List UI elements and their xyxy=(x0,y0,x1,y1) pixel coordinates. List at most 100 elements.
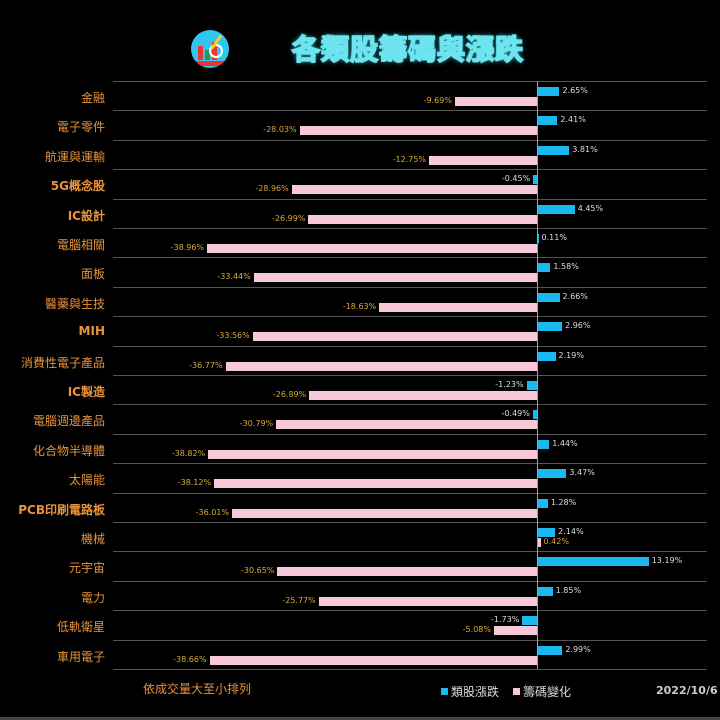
category-label: 面板 xyxy=(80,267,105,282)
gridline xyxy=(113,139,707,141)
chip-value-label: -38.12% xyxy=(177,478,212,488)
price-value-label: 2.14% xyxy=(558,527,584,536)
chip-value-label: -38.66% xyxy=(173,654,207,664)
chip-bar xyxy=(379,302,537,312)
date-label: 2022/10/6 xyxy=(656,684,718,697)
chip-value-label: -9.69% xyxy=(423,96,452,105)
category-label: IC製造 xyxy=(67,385,105,399)
price-value-label: -1.73% xyxy=(491,615,520,625)
gridline xyxy=(113,375,707,376)
price-value-label: 1.58% xyxy=(553,262,579,272)
zero-axis xyxy=(537,81,538,669)
price-value-label: 2.99% xyxy=(565,644,591,654)
category-label: 醫藥與生技 xyxy=(44,296,105,311)
chip-value-label: -33.56% xyxy=(216,331,250,341)
chip-bar xyxy=(207,244,537,253)
price-bar xyxy=(537,87,560,96)
price-bar xyxy=(537,498,548,508)
gridline xyxy=(113,169,707,171)
chip-bar xyxy=(252,332,537,342)
legend-label: 籌碼變化 xyxy=(523,685,572,699)
category-label: MIH xyxy=(78,324,105,339)
price-value-label: -0.45% xyxy=(501,174,531,184)
gridline xyxy=(113,580,707,582)
chip-bar xyxy=(214,479,537,489)
chip-bar xyxy=(225,361,537,371)
chip-bar xyxy=(277,567,537,577)
category-label: 電腦週邊產品 xyxy=(32,414,105,429)
logo xyxy=(191,30,229,68)
category-label: 航運與運輸 xyxy=(44,149,105,164)
gridline xyxy=(113,286,707,288)
price-value-label: 3.47% xyxy=(569,468,595,478)
price-value-label: 2.65% xyxy=(562,86,588,95)
chip-value-label: 0.42% xyxy=(543,537,569,546)
sort-note: 依成交量大至小排列 xyxy=(143,682,252,696)
chip-value-label: -38.82% xyxy=(171,448,206,458)
price-value-label: 1.28% xyxy=(550,497,577,507)
legend-label: 類股漲跌 xyxy=(451,685,500,699)
price-bar xyxy=(537,645,563,655)
chip-value-label: -33.44% xyxy=(217,272,251,282)
price-value-label: 2.66% xyxy=(562,291,588,301)
chip-bar xyxy=(208,449,537,459)
category-label: 機械 xyxy=(80,532,105,546)
price-value-label: 3.81% xyxy=(572,144,598,154)
gridline xyxy=(113,404,707,406)
price-bar xyxy=(537,528,556,537)
price-value-label: 1.44% xyxy=(552,438,578,448)
gridline xyxy=(113,551,707,553)
price-value-label: 13.19% xyxy=(651,556,683,566)
chip-value-label: -12.75% xyxy=(392,154,427,164)
chip-bar xyxy=(253,273,537,283)
chip-value-label: -25.77% xyxy=(282,595,316,605)
chip-value-label: -30.79% xyxy=(239,419,274,429)
gridline xyxy=(113,610,707,612)
price-value-label: 0.11% xyxy=(541,233,567,242)
price-bar xyxy=(526,381,537,390)
chip-value-label: -18.63% xyxy=(342,301,377,311)
price-bar xyxy=(537,586,553,596)
legend-swatch-pink xyxy=(513,688,521,695)
gridline xyxy=(113,257,707,259)
legend: 類股漲跌 籌碼變化 xyxy=(441,683,585,700)
chip-value-label: -36.01% xyxy=(195,507,229,517)
gridline xyxy=(113,198,707,200)
chip-bar xyxy=(231,508,537,518)
gridline xyxy=(113,433,707,435)
chip-bar xyxy=(308,214,537,224)
chip-bar xyxy=(454,97,537,106)
gridline xyxy=(113,522,707,523)
category-label: 電力 xyxy=(80,590,105,605)
price-bar xyxy=(532,410,537,420)
category-label: 消費性電子產品 xyxy=(20,355,105,370)
gridline xyxy=(113,639,707,641)
category-label: 電子零件 xyxy=(56,120,105,135)
chip-bar xyxy=(309,391,537,400)
gridline xyxy=(113,110,707,112)
category-label: 低軌衛星 xyxy=(56,620,105,635)
price-bar xyxy=(537,469,567,479)
category-label: 5G概念股 xyxy=(50,179,105,194)
chip-value-label: -5.08% xyxy=(462,625,491,635)
price-bar xyxy=(537,263,551,273)
price-bar xyxy=(537,439,550,449)
price-bar xyxy=(537,145,570,155)
price-value-label: 1.85% xyxy=(555,585,582,595)
price-value-label: 4.45% xyxy=(577,203,604,213)
category-label: 電腦相關 xyxy=(56,238,105,252)
price-value-label: 2.41% xyxy=(560,115,586,125)
price-value-label: 2.96% xyxy=(565,321,591,331)
price-bar xyxy=(522,616,537,626)
chip-bar xyxy=(537,538,541,547)
gridline xyxy=(113,228,707,229)
gridline xyxy=(113,669,707,670)
category-label: IC設計 xyxy=(67,208,105,223)
chip-value-label: -26.99% xyxy=(272,213,306,223)
price-value-label: 2.19% xyxy=(558,350,584,360)
gridline xyxy=(113,81,707,82)
gridline xyxy=(113,463,707,465)
bottom-divider xyxy=(0,717,720,720)
gridline xyxy=(113,492,707,494)
category-label: 車用電子 xyxy=(56,649,105,664)
